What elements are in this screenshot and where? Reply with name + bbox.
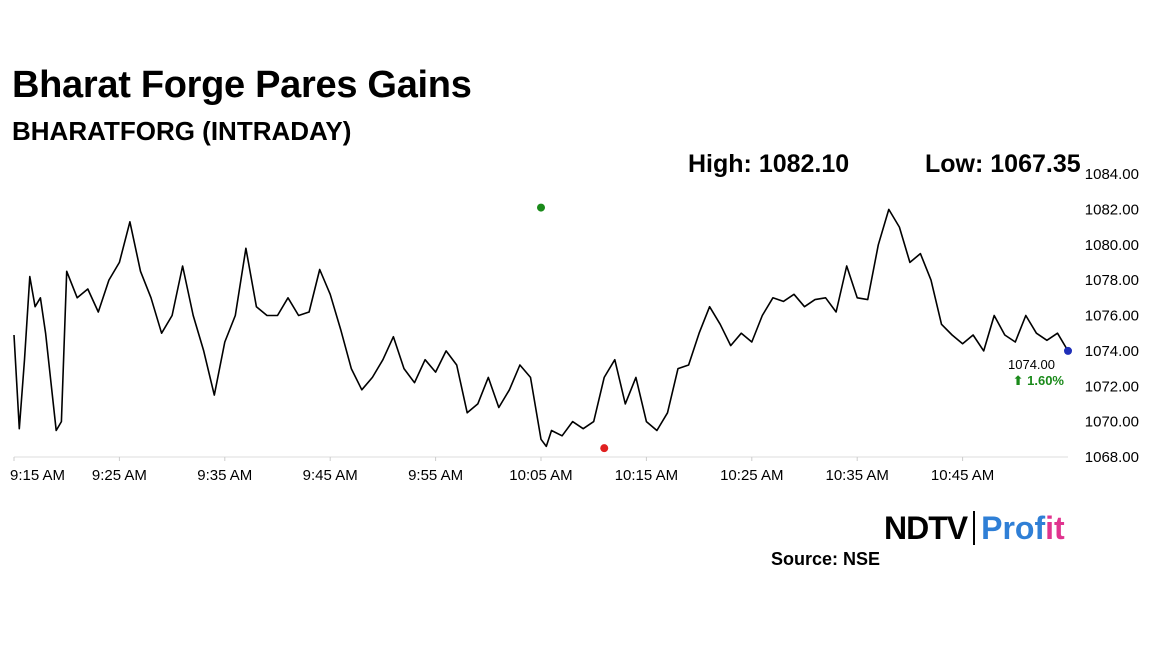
x-tick-label: 10:45 AM bbox=[931, 467, 994, 484]
x-tick-label: 9:25 AM bbox=[92, 467, 147, 484]
x-tick-label: 10:35 AM bbox=[826, 467, 889, 484]
low-marker bbox=[600, 444, 609, 453]
y-tick-label: 1072.00 bbox=[1085, 378, 1139, 395]
y-tick-label: 1080.00 bbox=[1085, 237, 1139, 254]
y-tick-label: 1078.00 bbox=[1085, 272, 1139, 289]
x-tick-label: 9:45 AM bbox=[303, 467, 358, 484]
y-tick-label: 1074.00 bbox=[1085, 343, 1139, 360]
x-tick-label: 10:05 AM bbox=[509, 467, 572, 484]
ndtv-profit-logo: NDTV Profit bbox=[884, 510, 1065, 546]
logo-profit-text: Profit bbox=[981, 510, 1065, 546]
y-axis-ticks: 1068.00 1070.00 1072.00 1074.00 1076.00 1078.… bbox=[1085, 166, 1139, 466]
last-change-label: ⬆ 1.60% bbox=[1013, 373, 1065, 388]
logo-ndtv-text: NDTV bbox=[884, 510, 968, 546]
low-stat: Low: 1067.35 bbox=[925, 150, 1081, 178]
y-tick-label: 1068.00 bbox=[1085, 449, 1139, 466]
chart-title: Bharat Forge Pares Gains bbox=[12, 64, 472, 106]
high-stat: High: 1082.10 bbox=[688, 150, 850, 178]
logo-profit-accent: it bbox=[1045, 510, 1065, 546]
x-tick-label: 9:35 AM bbox=[197, 467, 252, 484]
last-price-label: 1074.00 bbox=[1008, 357, 1055, 372]
x-tick-label: 10:25 AM bbox=[720, 467, 783, 484]
x-tick-label: 10:15 AM bbox=[615, 467, 678, 484]
logo-divider bbox=[973, 511, 976, 545]
y-tick-label: 1070.00 bbox=[1085, 414, 1139, 431]
price-line bbox=[13, 208, 1069, 448]
logo-profit-main: Prof bbox=[981, 510, 1046, 546]
chart-subtitle: BHARATFORG (INTRADAY) bbox=[12, 116, 352, 146]
y-tick-label: 1076.00 bbox=[1085, 308, 1139, 325]
y-tick-label: 1084.00 bbox=[1085, 166, 1139, 183]
y-tick-label: 1082.00 bbox=[1085, 201, 1139, 218]
high-marker bbox=[537, 203, 545, 212]
source-note: Source: NSE bbox=[771, 549, 881, 569]
x-axis-ticks: 9:15 AM 9:25 AM 9:35 AM 9:45 AM 9:55 AM 10:05… bbox=[10, 457, 994, 484]
x-tick-label: 9:55 AM bbox=[408, 467, 463, 484]
last-price-marker bbox=[1064, 346, 1072, 355]
x-tick-label: 9:15 AM bbox=[10, 467, 65, 484]
